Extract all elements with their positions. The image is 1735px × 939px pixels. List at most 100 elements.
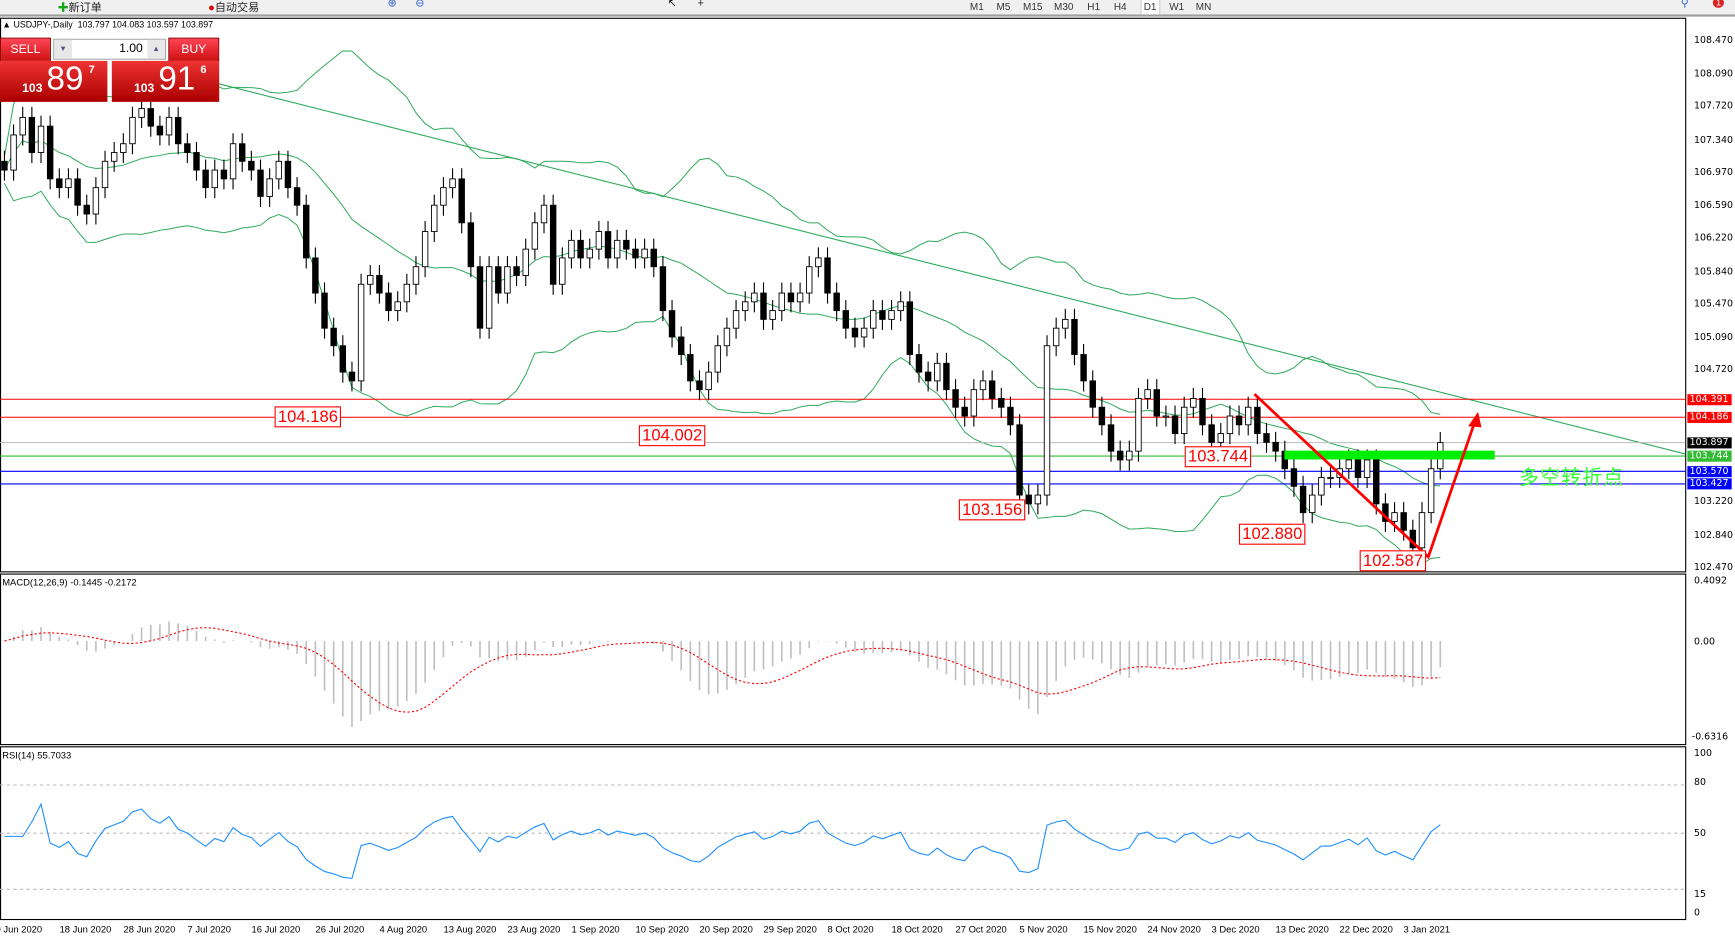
lot-value[interactable]: 1.00 bbox=[119, 42, 143, 56]
candle-body bbox=[239, 143, 246, 162]
macd-title: MACD(12,26,9) -0.1445 -0.2172 bbox=[2, 576, 137, 588]
candle-body bbox=[860, 327, 868, 338]
candle-body bbox=[1043, 345, 1051, 496]
candle-body bbox=[321, 292, 328, 329]
candle-body bbox=[1272, 441, 1279, 452]
notifications-badge[interactable]: 1 bbox=[1712, 0, 1725, 8]
candle-body bbox=[751, 292, 758, 303]
lot-decrease-icon[interactable]: ▼ bbox=[54, 39, 72, 59]
candle-body bbox=[449, 178, 456, 189]
auto-trading-label: 自动交易 bbox=[214, 2, 260, 15]
candle-body bbox=[870, 310, 877, 329]
candle-body bbox=[833, 292, 840, 312]
candle-body bbox=[476, 266, 484, 329]
collapse-arrow-icon[interactable]: ▲ bbox=[2, 19, 11, 30]
timeframe-m30[interactable]: M30 bbox=[1054, 1, 1074, 13]
candle-body bbox=[723, 327, 731, 347]
bollinger-upper-band bbox=[3, 50, 1441, 415]
price-axis-label: 107.340 bbox=[1694, 134, 1733, 146]
buy-price-button[interactable]: 103 91 6 bbox=[111, 60, 220, 102]
candle-body bbox=[257, 169, 264, 197]
buy-price-pip: 6 bbox=[200, 64, 207, 77]
price-label: 102.880 bbox=[1238, 523, 1306, 545]
date-axis-label: 18 Jun 2020 bbox=[59, 923, 112, 935]
candle-body bbox=[970, 389, 978, 417]
zoom-out-icon[interactable]: ⊖ bbox=[415, 0, 425, 10]
candle-body bbox=[1254, 406, 1261, 435]
lot-increase-icon[interactable]: ▲ bbox=[147, 39, 165, 59]
candle-body bbox=[458, 178, 465, 224]
date-axis-label: 22 Dec 2020 bbox=[1339, 923, 1393, 935]
candle-body bbox=[495, 266, 502, 294]
candle-body bbox=[367, 275, 374, 285]
candle-body bbox=[714, 345, 721, 373]
candle-body bbox=[1263, 433, 1270, 443]
sell-button[interactable]: SELL bbox=[0, 37, 51, 63]
sell-price-button[interactable]: 103 89 7 bbox=[0, 60, 108, 102]
crosshair-icon[interactable]: + bbox=[697, 0, 705, 10]
search-icon[interactable]: ⚲ bbox=[1680, 0, 1689, 10]
date-axis-label: 3 Jan 2021 bbox=[1403, 923, 1451, 935]
rsi-title: RSI(14) 55.7033 bbox=[2, 749, 72, 761]
candle-body bbox=[1217, 433, 1224, 443]
candle-body bbox=[92, 187, 100, 215]
timeframe-h4[interactable]: H4 bbox=[1113, 1, 1127, 13]
candle-body bbox=[156, 125, 164, 136]
v-reversal-arrow bbox=[1253, 393, 1478, 560]
candle-body bbox=[284, 160, 292, 189]
candle-body bbox=[1199, 398, 1206, 426]
timeframe-m1[interactable]: M1 bbox=[969, 1, 984, 13]
date-axis-label: 29 Sep 2020 bbox=[763, 923, 817, 935]
date-axis-label: 24 Nov 2020 bbox=[1147, 923, 1201, 935]
candle-body bbox=[1373, 459, 1380, 505]
turning-zone-bar bbox=[1284, 450, 1495, 460]
chart-header: ▲ USDJPY-,Daily 103.797 104.083 103.597 … bbox=[2, 20, 213, 30]
candle-body bbox=[220, 169, 228, 180]
buy-price-prefix: 103 bbox=[133, 81, 155, 96]
zoom-in-icon[interactable]: ⊕ bbox=[387, 0, 397, 10]
price-axis-label: 104.720 bbox=[1694, 364, 1733, 376]
price-axis-label: 106.590 bbox=[1694, 200, 1733, 212]
cursor-icon[interactable]: ↖ bbox=[667, 0, 677, 10]
candle-body bbox=[787, 292, 795, 303]
sell-price-prefix: 103 bbox=[22, 81, 43, 96]
candle-body bbox=[778, 292, 786, 312]
candle-body bbox=[348, 371, 356, 382]
toolbar: ✚新订单 ●自动交易 ⊕ ⊖ ↖ + M1 M5 M15 M30 H1 H4 D… bbox=[0, 0, 1735, 17]
candle-body bbox=[1171, 415, 1179, 435]
candle-body bbox=[559, 257, 566, 285]
candle-body bbox=[1089, 380, 1096, 408]
candle-body bbox=[1427, 468, 1435, 514]
timeframe-w1[interactable]: W1 bbox=[1169, 1, 1185, 13]
rsi-line bbox=[4, 802, 1441, 879]
lot-size-input[interactable]: ▼ 1.00 ▲ bbox=[53, 38, 167, 60]
price-axis-label: 106.220 bbox=[1694, 233, 1733, 245]
candle-body bbox=[357, 283, 365, 382]
candle-body bbox=[1235, 415, 1243, 426]
price-label: 102.587 bbox=[1359, 550, 1427, 572]
auto-trading-button[interactable]: ●自动交易 bbox=[208, 0, 259, 14]
candle-body bbox=[385, 292, 392, 312]
candle-body bbox=[586, 248, 593, 259]
bollinger-middle-band bbox=[3, 139, 1441, 487]
candle-body bbox=[842, 310, 850, 329]
candle-body bbox=[522, 248, 529, 276]
candle-body bbox=[815, 257, 822, 268]
timeframe-m15[interactable]: M15 bbox=[1023, 1, 1043, 13]
level-price-tag: 104.391 bbox=[1687, 393, 1732, 405]
price-axis-label: 105.470 bbox=[1694, 298, 1733, 310]
new-order-button[interactable]: ✚新订单 bbox=[58, 0, 102, 14]
date-axis-label: 18 Oct 2020 bbox=[891, 923, 943, 935]
price-label: 104.002 bbox=[638, 425, 706, 447]
candle-body bbox=[412, 266, 420, 285]
timeframe-d1[interactable]: D1 bbox=[1140, 0, 1160, 15]
timeframe-m5[interactable]: M5 bbox=[996, 1, 1011, 13]
descending-trendline bbox=[215, 82, 1686, 455]
buy-button[interactable]: BUY bbox=[168, 37, 220, 63]
timeframe-mn[interactable]: MN bbox=[1195, 1, 1212, 13]
candle-body bbox=[83, 204, 90, 215]
candle-body bbox=[1098, 406, 1106, 426]
timeframe-h1[interactable]: H1 bbox=[1087, 1, 1101, 13]
